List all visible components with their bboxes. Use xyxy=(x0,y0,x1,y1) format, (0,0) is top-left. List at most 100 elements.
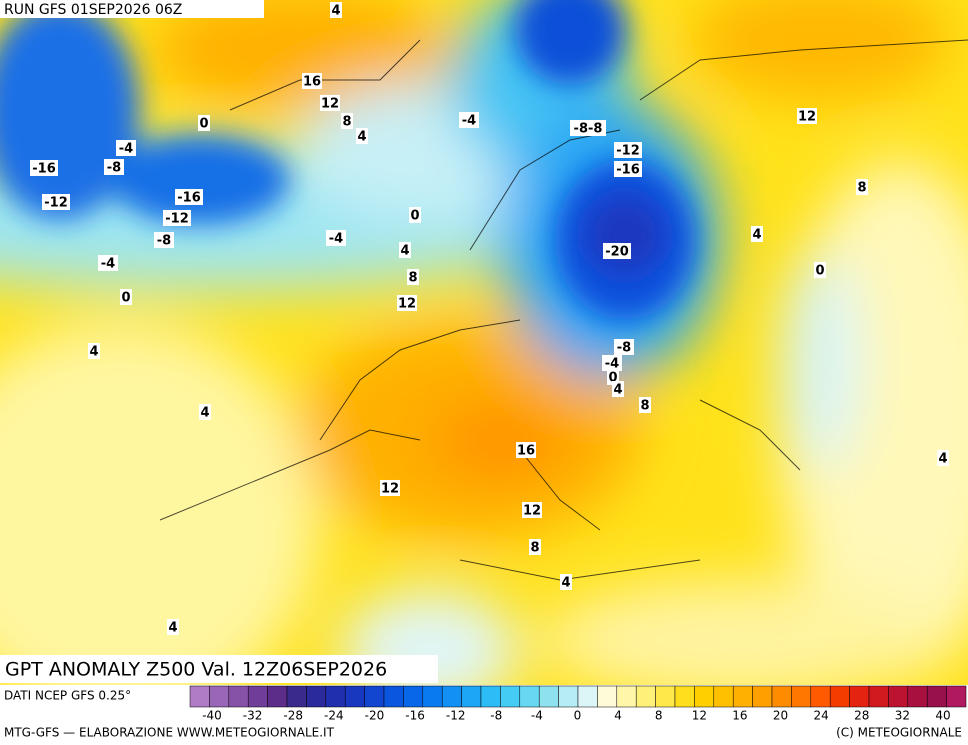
contour-label: -12 xyxy=(165,212,189,227)
colorbar-swatch xyxy=(829,685,850,708)
field xyxy=(0,0,968,685)
contour-label-bg xyxy=(320,95,340,111)
colorbar-swatch xyxy=(286,685,307,708)
contour-label: 0 xyxy=(121,291,130,306)
contour-label: 12 xyxy=(398,297,416,312)
colorbar-swatch xyxy=(538,685,559,708)
contour-label: -16 xyxy=(616,163,640,178)
colorbar-swatch xyxy=(752,685,773,708)
contour-label-bg xyxy=(856,179,868,195)
colorbar-tick-label: 40 xyxy=(935,709,950,723)
contour-label-bg xyxy=(199,404,211,420)
contour-label: -4 xyxy=(605,357,619,372)
contour-label-bg xyxy=(399,242,411,258)
colorbar-swatch xyxy=(480,685,501,708)
contour-label: 4 xyxy=(400,244,409,259)
colorbar-tick-label: -12 xyxy=(446,709,466,723)
contour-label: 4 xyxy=(752,228,761,243)
colorbar-swatch xyxy=(791,685,812,708)
colorbar-tick-label: -20 xyxy=(365,709,385,723)
contour-label-bg xyxy=(614,142,642,158)
contour-label: 12 xyxy=(321,97,339,112)
colorbar: -40 -32 -28 -24 -20 -16 -12 -8 -4 0 4 8 12 16 20 24 28 32… xyxy=(189,685,967,723)
contour-label-bg xyxy=(937,450,949,466)
colorbar-tick-label: 4 xyxy=(614,709,622,723)
contour-label: 16 xyxy=(517,444,535,459)
colorbar-swatch xyxy=(868,685,889,708)
colorbar-swatch xyxy=(849,685,870,708)
contour-label: 0 xyxy=(199,117,208,132)
title-box xyxy=(0,655,438,683)
contour-label: 8 xyxy=(342,115,351,130)
contour-label: 4 xyxy=(613,383,622,398)
contour-label: -4 xyxy=(329,232,343,247)
colorbar-swatch xyxy=(209,685,230,708)
contour-label: 12 xyxy=(798,110,816,125)
contour-label-bg xyxy=(407,269,419,285)
contour-label: 12 xyxy=(523,504,541,519)
contour-label: 0 xyxy=(608,371,617,386)
contour-label-bg xyxy=(42,194,70,210)
colorbar-swatch xyxy=(364,685,385,708)
contour-label-bg xyxy=(751,226,763,242)
run-label: RUN GFS 01SEP2026 06Z xyxy=(4,2,182,18)
contour-label-bg xyxy=(797,108,817,124)
source-label: DATI NCEP GFS 0.25° xyxy=(4,689,131,703)
contour-label-bg xyxy=(570,120,606,136)
colorbar-tick-label: -8 xyxy=(490,709,502,723)
colorbar-swatch xyxy=(325,685,346,708)
colorbar-tick-label: 28 xyxy=(854,709,869,723)
contour-label-bg xyxy=(198,115,210,131)
contour-label: 4 xyxy=(331,4,340,19)
contour-label: 0 xyxy=(815,264,824,279)
footer-right: (C) METEOGIORNALE xyxy=(836,726,962,740)
colorbar-swatch xyxy=(267,685,288,708)
contour-label-bg xyxy=(639,397,651,413)
contour-label: 8 xyxy=(640,399,649,414)
contour-label: -12 xyxy=(44,196,68,211)
contour-label: 4 xyxy=(200,406,209,421)
colorbar-swatch xyxy=(189,685,210,708)
contour-label-bg xyxy=(104,159,124,175)
contour-label-bg xyxy=(88,343,100,359)
contour-label: -8 xyxy=(617,341,631,356)
colorbar-tick-label: 24 xyxy=(814,709,829,723)
contour-label: -8-8 xyxy=(574,122,603,137)
contour-label: -4 xyxy=(462,114,476,129)
colorbar-tick-label: -28 xyxy=(283,709,303,723)
colorbar-swatch xyxy=(597,685,618,708)
colorbar-tick-label: -4 xyxy=(531,709,543,723)
colorbar-swatch xyxy=(403,685,424,708)
contour-label: -4 xyxy=(101,257,115,272)
colorbar-swatch xyxy=(926,685,947,708)
contour-label-bg xyxy=(154,232,174,248)
colorbar-tick-label: -24 xyxy=(324,709,344,723)
contour-label: -20 xyxy=(605,245,629,260)
colorbar-tick-label: -40 xyxy=(202,709,222,723)
contour-label: 4 xyxy=(357,130,366,145)
contour-label-bg xyxy=(330,2,342,18)
colorbar-swatch xyxy=(383,685,404,708)
contour-label: 16 xyxy=(303,75,321,90)
colorbar-tick-label: -16 xyxy=(405,709,425,723)
colorbar-tick-label: 20 xyxy=(773,709,788,723)
contour-label: -4 xyxy=(119,142,133,157)
contour-label-bg xyxy=(522,502,542,518)
contour-label-bg xyxy=(614,339,634,355)
colorbar-swatch xyxy=(946,685,967,708)
colorbar-swatch xyxy=(228,685,249,708)
colorbar-swatch xyxy=(344,685,365,708)
contour-label-bg xyxy=(409,207,421,223)
colorbar-tick-label: 0 xyxy=(574,709,582,723)
colorbar-swatch xyxy=(306,685,327,708)
contour-label: 4 xyxy=(938,452,947,467)
contour-label: -16 xyxy=(177,191,201,206)
colorbar-swatch xyxy=(713,685,734,708)
contour-label-bg xyxy=(98,255,118,271)
colorbar-swatch xyxy=(771,685,792,708)
colorbar-swatch xyxy=(635,685,656,708)
colorbar-swatch xyxy=(577,685,598,708)
contour-label-bg xyxy=(167,619,179,635)
